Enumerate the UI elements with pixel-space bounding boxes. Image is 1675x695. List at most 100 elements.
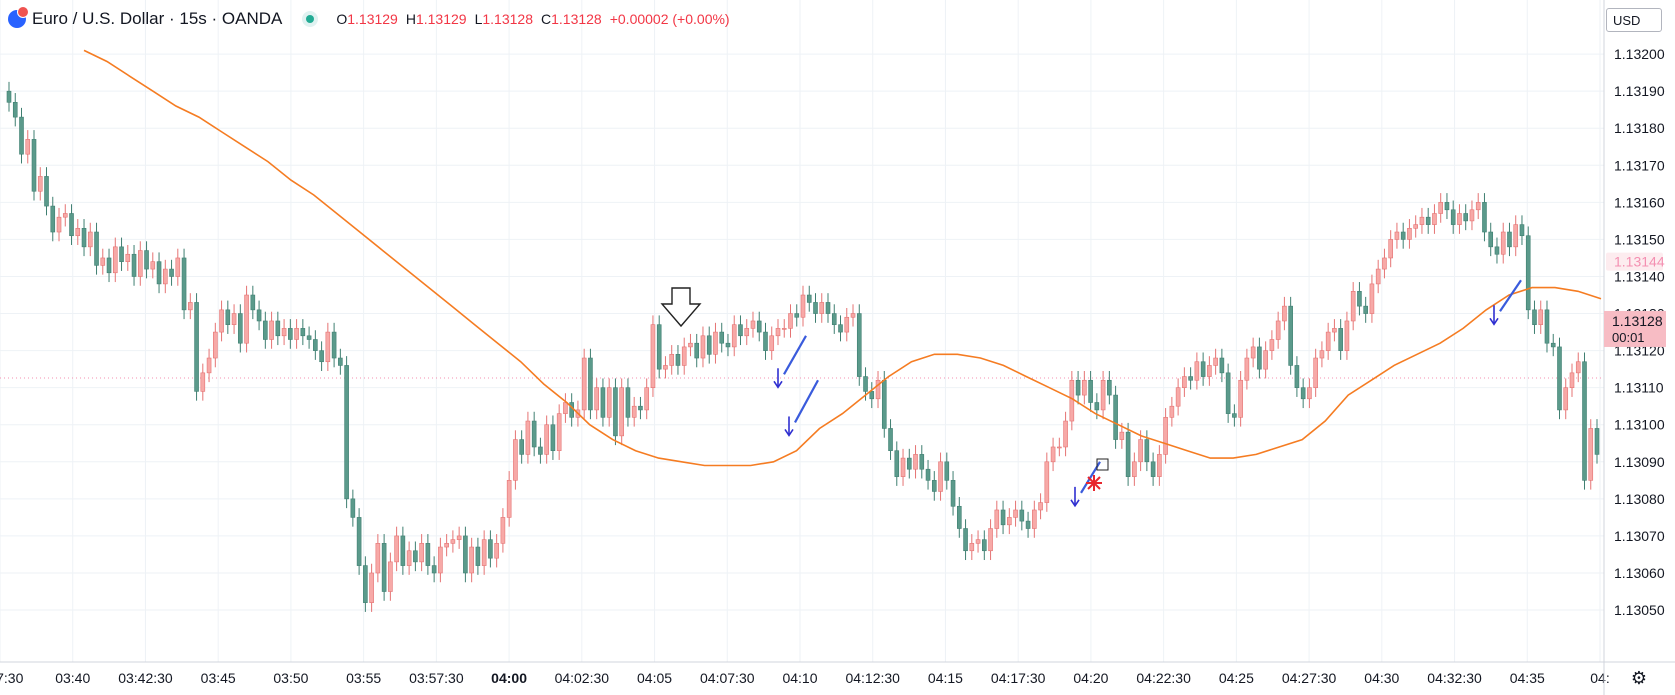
candle-body-down xyxy=(856,313,862,377)
candle xyxy=(1063,411,1068,457)
candle xyxy=(600,378,606,427)
candle xyxy=(525,411,531,464)
candle-body-down xyxy=(1219,357,1225,374)
candle-body-up xyxy=(1013,509,1018,518)
candle xyxy=(1057,437,1062,457)
market-open-status-icon[interactable] xyxy=(302,11,319,27)
candle xyxy=(1075,371,1081,405)
candle-body-up xyxy=(1269,339,1275,351)
candle-body-up xyxy=(481,539,487,566)
candle-body-down xyxy=(725,342,731,348)
candle-body-down xyxy=(1025,520,1031,529)
candle xyxy=(1575,352,1581,383)
candle-body-down xyxy=(1075,379,1081,396)
candle-body-down xyxy=(1125,431,1131,477)
candle xyxy=(975,530,981,553)
candle xyxy=(1225,363,1231,423)
candle-body-up xyxy=(269,320,274,340)
candle-body-down xyxy=(813,302,818,314)
candle xyxy=(419,534,424,572)
candle-body-down xyxy=(338,357,343,366)
candle-body-up xyxy=(913,454,918,470)
candle-body-up xyxy=(281,328,287,337)
candle-body-down xyxy=(225,309,231,325)
candle xyxy=(1444,193,1450,220)
price-tick-label: 1.13200 xyxy=(1614,46,1665,62)
candle-body-up xyxy=(1538,309,1544,325)
candle-body-up xyxy=(1069,379,1075,422)
candle-body-up xyxy=(56,216,62,233)
candle-body-down xyxy=(656,324,662,370)
candle xyxy=(531,411,537,457)
candle xyxy=(263,311,268,349)
candle xyxy=(256,300,262,331)
candle-body-up xyxy=(1407,228,1412,240)
time-tick-label: 04: xyxy=(1590,670,1609,686)
candle-body-up xyxy=(1163,417,1168,455)
candle-body-up xyxy=(994,509,1000,529)
candle xyxy=(494,534,499,568)
time-tick-label: 03:45 xyxy=(201,670,236,686)
candle xyxy=(706,326,712,364)
candle-body-down xyxy=(44,176,49,207)
candle xyxy=(81,219,87,257)
candle xyxy=(500,508,506,553)
currency-selector[interactable]: USD xyxy=(1606,8,1662,32)
candle-body-up xyxy=(1438,202,1444,214)
symbol-title[interactable]: Euro / U.S. Dollar · 15s · OANDA xyxy=(32,9,283,28)
candle xyxy=(1419,207,1425,234)
candle-body-up xyxy=(900,457,906,477)
price-tick-label: 1.13060 xyxy=(1614,565,1665,581)
candle xyxy=(1088,371,1093,412)
candle-body-up xyxy=(162,268,168,285)
candle xyxy=(125,244,131,271)
candle xyxy=(481,530,487,575)
candle-body-up xyxy=(700,335,706,359)
candle xyxy=(1538,300,1544,334)
candle xyxy=(1519,215,1525,245)
candle-body-up xyxy=(1588,428,1594,481)
candle-body-down xyxy=(706,335,712,355)
chart-settings-gear-icon[interactable]: ⚙ xyxy=(1630,668,1648,688)
candle xyxy=(963,519,968,561)
candle xyxy=(982,530,987,561)
candle xyxy=(1019,500,1025,531)
candle-body-up xyxy=(1250,346,1256,359)
arrow-head xyxy=(773,380,783,389)
candle xyxy=(1013,500,1018,527)
price-tick-label: 1.13050 xyxy=(1614,602,1665,618)
candle-body-up xyxy=(1394,231,1400,240)
candle xyxy=(1100,371,1106,420)
candle-body-down xyxy=(919,454,925,470)
price-tick-label: 1.13190 xyxy=(1614,83,1665,99)
candle-body-down xyxy=(413,550,418,563)
candle-body-down xyxy=(638,405,643,411)
candle-body-up xyxy=(388,561,393,592)
candle xyxy=(956,497,962,538)
candle-body-up xyxy=(581,357,587,411)
candle xyxy=(1588,419,1594,490)
candle-body-down xyxy=(425,543,431,566)
time-tick-label: 04:32:30 xyxy=(1427,670,1482,686)
candle-body-up xyxy=(150,261,156,270)
candle xyxy=(1044,452,1050,512)
candle xyxy=(400,526,406,575)
candle-body-down xyxy=(1363,305,1368,314)
candle xyxy=(1344,311,1350,360)
candle-body-down xyxy=(925,468,931,481)
candle xyxy=(669,345,675,375)
candle-body-down xyxy=(1482,202,1487,233)
time-tick-label: 03:40 xyxy=(55,670,90,686)
candle xyxy=(1194,352,1200,390)
time-tick-label: 03:42:30 xyxy=(118,670,173,686)
candle-body-down xyxy=(794,313,800,318)
candle xyxy=(1300,378,1306,409)
candle xyxy=(769,326,775,360)
candle-body-down xyxy=(931,480,937,492)
candle xyxy=(1313,348,1318,397)
candle xyxy=(1213,348,1218,375)
arrow-head xyxy=(784,429,794,437)
candles xyxy=(6,81,1600,612)
ohlc-high-value: 1.13129 xyxy=(415,11,467,27)
